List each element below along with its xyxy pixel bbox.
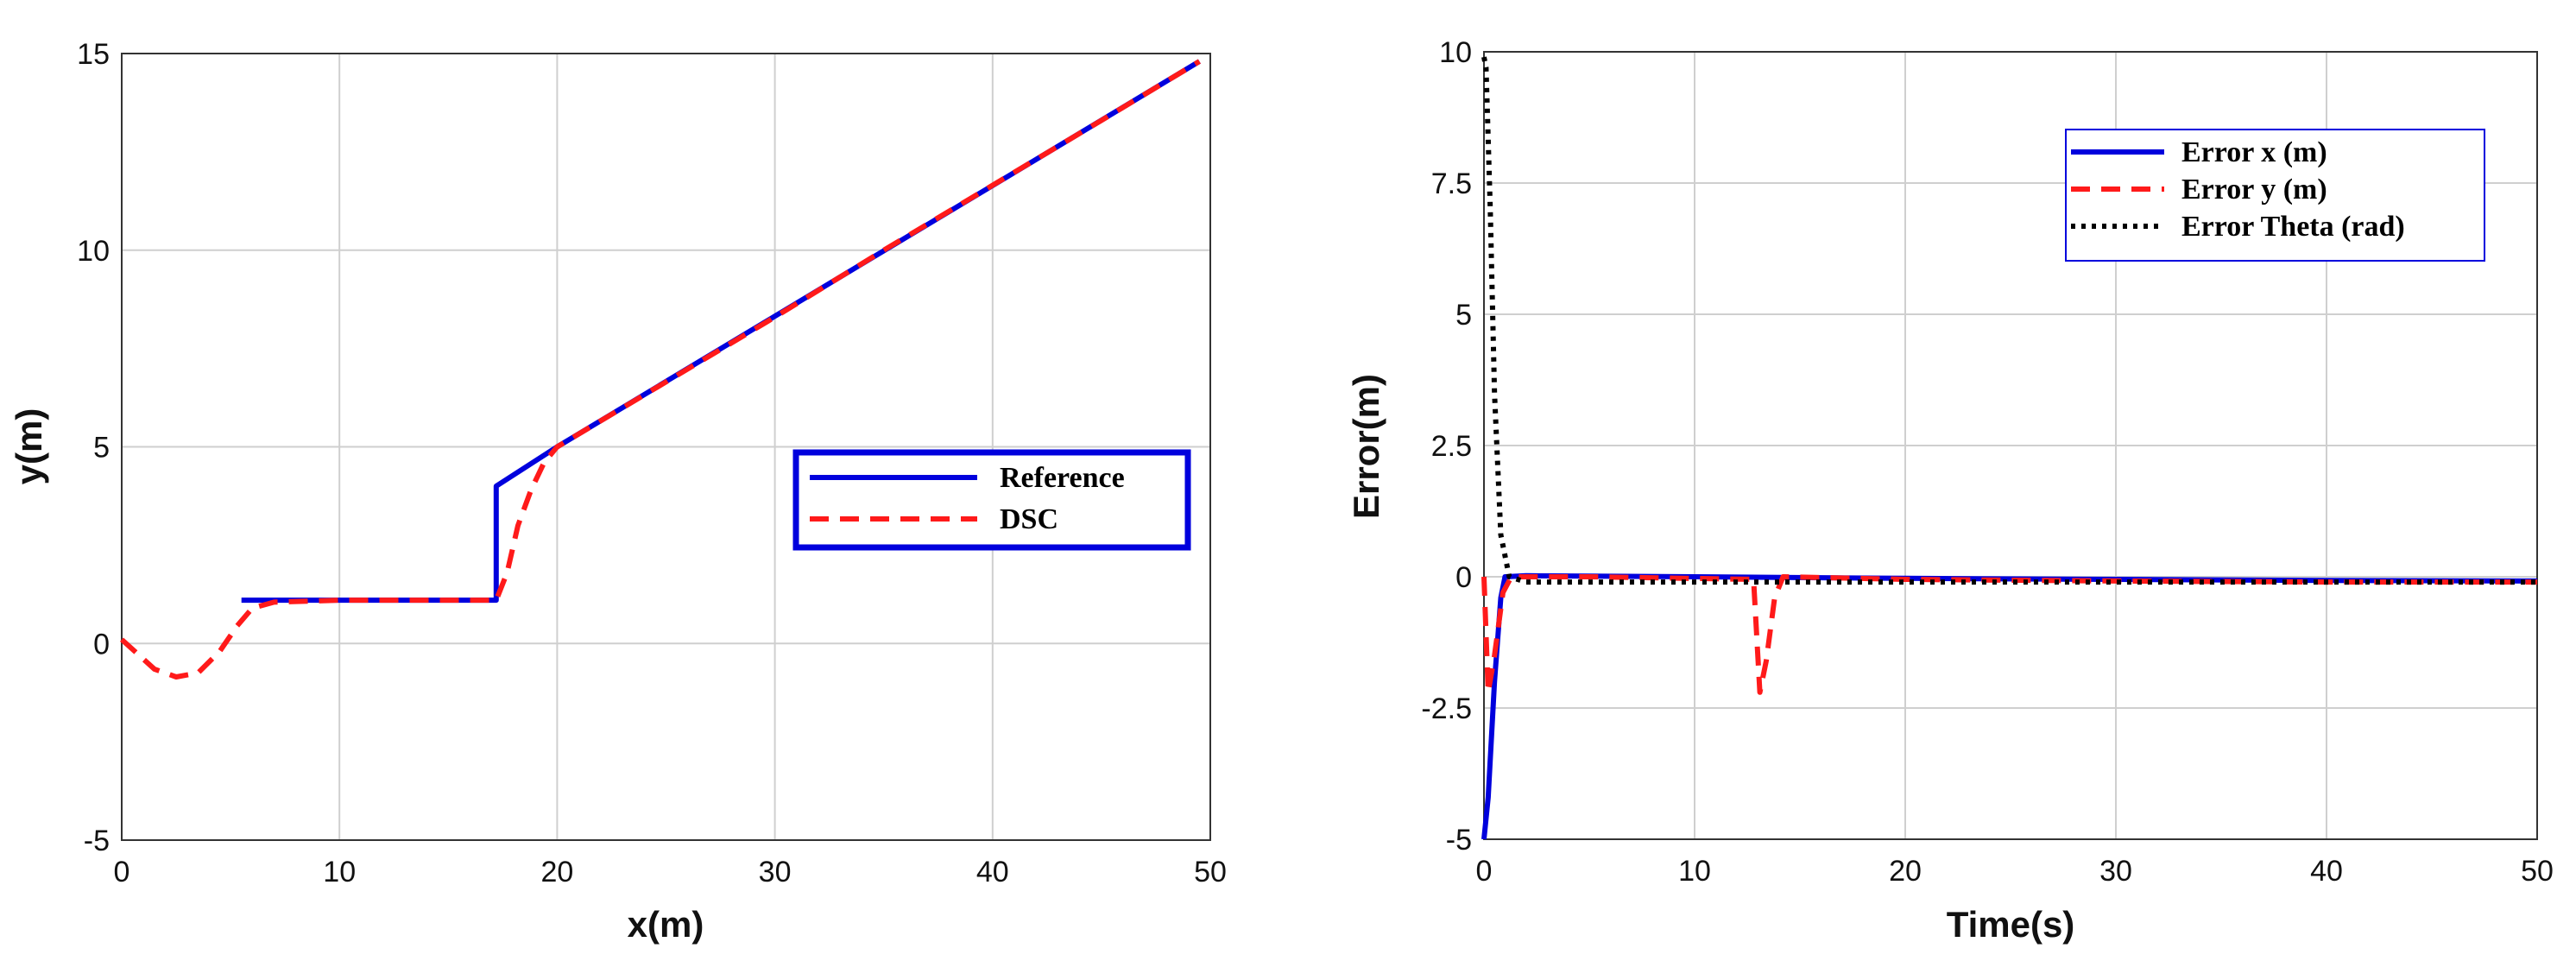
series-line-3 xyxy=(1481,56,2537,585)
x-tick-label: 0 xyxy=(114,856,130,888)
x-tick-label: 30 xyxy=(2099,855,2132,888)
x-tick-label: 40 xyxy=(2310,855,2343,888)
x-axis-label: Time(s) xyxy=(1947,904,2075,945)
chart-2: 0 10 20 30 40 50 -5 -2.5 0 2.5 5 7.5 10 Time(s) Error(… xyxy=(1346,36,2554,945)
y-tick-label: -5 xyxy=(84,825,110,857)
y-tick-label: -5 xyxy=(1446,824,1472,857)
legend: Error x (m) Error y (m) Error Theta (rad) xyxy=(2065,129,2485,262)
y-tick-label: 10 xyxy=(77,235,110,268)
x-tick-label: 30 xyxy=(759,856,792,888)
x-tick-label: 50 xyxy=(1194,856,1227,888)
legend: Reference DSC xyxy=(792,449,1191,551)
legend-label-2: DSC xyxy=(1000,503,1058,535)
legend-label-1: Error x (m) xyxy=(2181,136,2327,168)
y-tick-label: 0 xyxy=(93,628,110,661)
legend-label-1: Reference xyxy=(1000,462,1125,494)
y-tick-label: -2.5 xyxy=(1421,692,1472,725)
x-tick-label: 10 xyxy=(1678,855,1711,888)
x-tick-label: 50 xyxy=(2521,855,2554,888)
y-axis-label: y(m) xyxy=(9,408,49,485)
y-tick-label: 5 xyxy=(93,432,110,465)
x-tick-label: 10 xyxy=(323,856,356,888)
legend-label-3: Error Theta (rad) xyxy=(2181,211,2405,243)
y-tick-label: 0 xyxy=(1455,561,1472,594)
y-tick-label: 10 xyxy=(1439,36,1472,69)
legend-label-2: Error y (m) xyxy=(2181,174,2327,205)
y-tick-label: 15 xyxy=(77,38,110,71)
x-tick-label: 0 xyxy=(1476,855,1493,888)
axes-frame xyxy=(121,53,1211,841)
x-axis-label: x(m) xyxy=(628,904,704,945)
y-tick-label: 5 xyxy=(1455,299,1472,332)
y-tick-label: 7.5 xyxy=(1431,168,1472,200)
x-tick-label: 20 xyxy=(540,856,573,888)
x-tick-label: 20 xyxy=(1889,855,1922,888)
legend-box xyxy=(792,449,1191,551)
y-axis-label: Error(m) xyxy=(1346,374,1386,519)
axes-frame xyxy=(1483,51,2538,840)
series-line-2 xyxy=(119,59,1201,680)
x-tick-label: 40 xyxy=(976,856,1009,888)
y-tick-label: 2.5 xyxy=(1431,430,1472,463)
